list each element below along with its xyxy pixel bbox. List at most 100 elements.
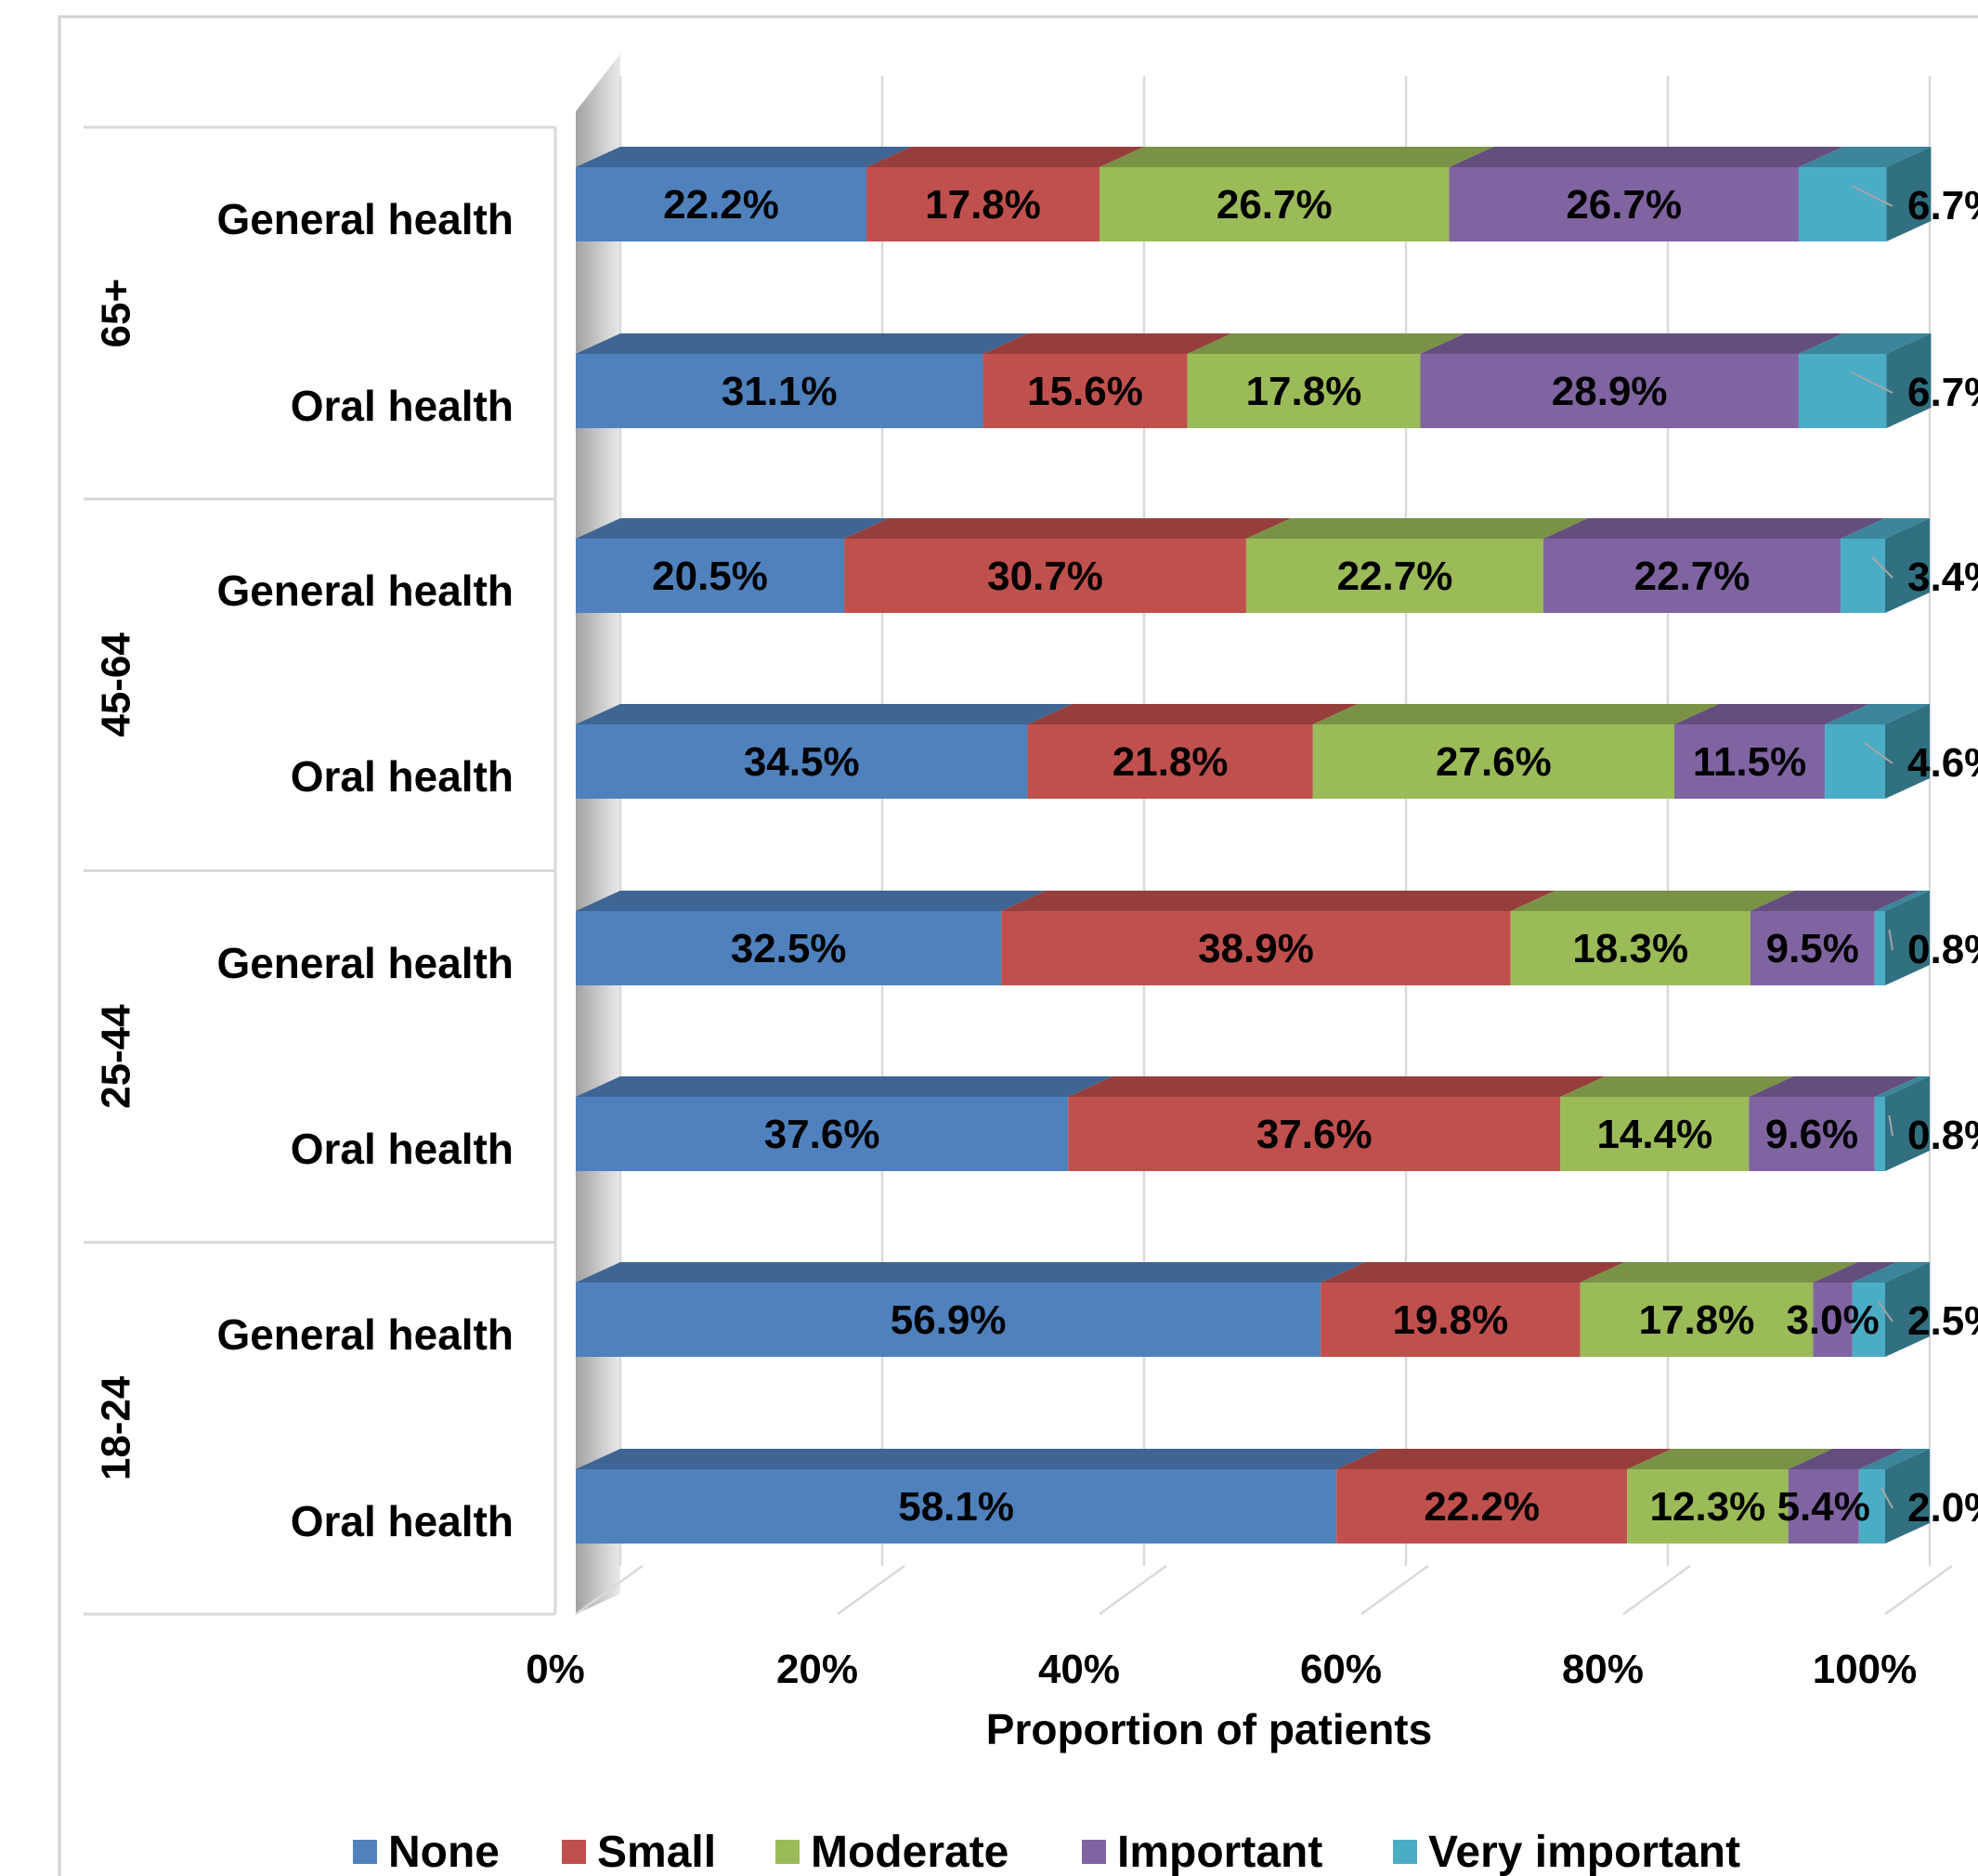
bar-segment-top: [1825, 704, 1930, 724]
data-label: 56.9%: [891, 1297, 1007, 1343]
x-tick-label: 80%: [1562, 1647, 1644, 1692]
bar-segment: [1798, 167, 1887, 241]
legend-label: Important: [1117, 1828, 1322, 1876]
data-label: 0.8%: [1907, 1113, 1978, 1158]
legend-label: Small: [597, 1828, 716, 1876]
data-label: 12.3%: [1650, 1484, 1766, 1530]
data-label: 32.5%: [731, 926, 847, 971]
bar-segment-top: [1788, 1449, 1904, 1469]
leader-line: [1888, 929, 1893, 951]
leader-line: [1863, 742, 1893, 764]
group-label: 65+: [94, 279, 139, 348]
bar-segment: [576, 1097, 1069, 1171]
leader-line: [1877, 1300, 1893, 1322]
bar-end-cap: [1886, 147, 1932, 241]
category-label: General health: [216, 195, 514, 243]
bar-segment-top: [1580, 1262, 1858, 1283]
data-label: 37.6%: [1256, 1112, 1373, 1157]
data-label: 15.6%: [1027, 369, 1143, 414]
bars: 22.2% 17.8% 26.7% 26.7% 6.7% 31.1% 15.6% 17.8% 2…: [576, 147, 1978, 1544]
bar-end-cap: [1885, 1076, 1930, 1171]
leader-line: [1880, 1487, 1893, 1509]
data-label: 27.6%: [1436, 739, 1552, 785]
bar-segment: [1321, 1283, 1581, 1357]
category-label: General health: [216, 1310, 514, 1359]
bar-end-cap: [1885, 518, 1930, 613]
bar-segment: [1852, 1283, 1885, 1357]
bar-segment: [1560, 1097, 1750, 1171]
legend-swatch: [775, 1840, 800, 1864]
bar-segment: [1750, 911, 1875, 985]
legend-swatch: [1082, 1840, 1106, 1864]
leader-line: [1871, 556, 1893, 579]
bar-end-cap: [1885, 891, 1930, 985]
leader-line: [1851, 185, 1893, 207]
data-label: 6.7%: [1907, 370, 1978, 415]
bar-segment: [1027, 724, 1313, 799]
x-tick-labels: 0% 20% 40% 60% 80% 100%: [526, 1647, 1917, 1692]
bar-end-cap: [1885, 1449, 1930, 1544]
bar-segment-top: [844, 518, 1291, 539]
data-label: 37.6%: [764, 1112, 880, 1157]
bar-end-cap: [1885, 704, 1930, 799]
bar-segment: [1813, 1283, 1853, 1357]
bar-segment-top: [1798, 147, 1932, 167]
side-wall: [576, 54, 620, 1614]
bar-segment-top: [576, 891, 1047, 911]
bar-segment: [1001, 911, 1511, 985]
bar-segment-top: [1336, 1449, 1672, 1469]
data-label: 11.5%: [1693, 739, 1806, 785]
bar-segment-top: [982, 333, 1232, 354]
data-label: 3.0%: [1786, 1297, 1879, 1343]
bar-segment-top: [576, 704, 1073, 724]
data-label: 4.6%: [1907, 740, 1978, 786]
bar-segment-top: [1321, 1262, 1625, 1283]
bar-end-cap: [1886, 333, 1932, 428]
bar-segment: [1798, 354, 1887, 428]
data-label: 28.9%: [1552, 369, 1668, 414]
data-label: 38.9%: [1198, 926, 1314, 971]
bar-segment-top: [576, 1449, 1382, 1469]
legend-label: None: [388, 1828, 500, 1876]
bar-segment-top: [1027, 704, 1358, 724]
bar-segment: [576, 539, 845, 613]
bar-segment: [1825, 724, 1885, 799]
data-label: 34.5%: [744, 739, 860, 785]
data-label: 3.4%: [1907, 554, 1978, 600]
data-label: 2.5%: [1907, 1298, 1978, 1344]
category-label: Oral health: [291, 382, 514, 430]
legend-label: Very important: [1428, 1828, 1740, 1876]
bar-segment: [576, 354, 983, 428]
category-label: Oral health: [291, 1125, 514, 1173]
group-label: 25-44: [94, 1004, 139, 1109]
bar-segment-top: [1100, 147, 1494, 167]
bar-segment: [1312, 724, 1674, 799]
bar-segment: [1542, 539, 1841, 613]
floor-gridline: [1884, 1564, 1953, 1616]
bar-segment-top: [576, 1262, 1366, 1283]
data-label: 30.7%: [987, 554, 1103, 599]
bar-segment-top: [1858, 1449, 1930, 1469]
data-label: 26.7%: [1566, 182, 1682, 228]
bar-segment-top: [1627, 1449, 1833, 1469]
floor-gridline: [575, 1564, 644, 1616]
data-label: 22.2%: [663, 182, 779, 228]
data-label: 17.8%: [925, 182, 1041, 228]
floor-gridline: [837, 1564, 905, 1616]
category-label: Oral health: [291, 1497, 514, 1545]
bar-segment-top: [1750, 891, 1919, 911]
data-label: 17.8%: [1639, 1297, 1755, 1343]
bar-segment-top: [1001, 891, 1555, 911]
data-label: 9.6%: [1765, 1112, 1858, 1157]
category-label: Oral health: [291, 752, 514, 801]
floor-gridline: [1360, 1564, 1429, 1616]
bar-segment: [1874, 1097, 1885, 1171]
data-label: 14.4%: [1596, 1112, 1712, 1157]
bar-segment-top: [1673, 704, 1870, 724]
bar-segment-top: [866, 147, 1144, 167]
bar-segment: [576, 1469, 1337, 1544]
floor-gridline: [1099, 1564, 1167, 1616]
bar-segment: [982, 354, 1188, 428]
data-label: 0.8%: [1907, 927, 1978, 972]
